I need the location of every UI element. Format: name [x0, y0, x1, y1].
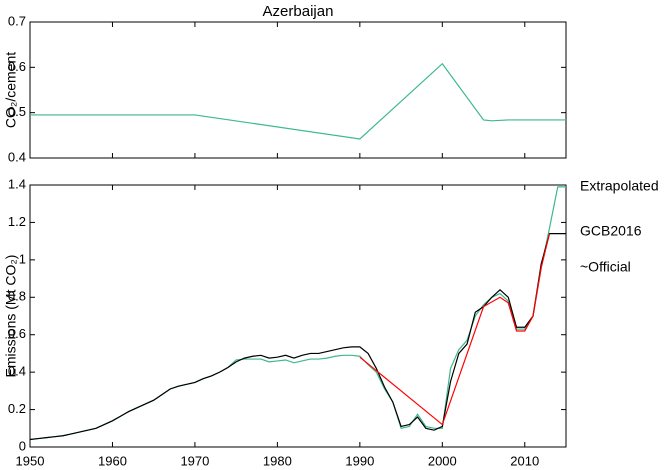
x-tick-label: 1970 — [180, 453, 209, 468]
series-line — [30, 62, 566, 140]
series-line — [29, 233, 566, 441]
y-tick-label: 0.4 — [8, 149, 26, 164]
x-tick-label: 1980 — [263, 453, 292, 468]
plot-frame — [29, 184, 567, 448]
series-line — [359, 233, 551, 426]
y-axis-label: Emissions (Mt CO₂) — [3, 255, 19, 378]
x-tick-label: 2010 — [510, 453, 539, 468]
y-tick-label: 0.7 — [8, 13, 26, 28]
legend-label: ~Official — [580, 259, 631, 275]
x-tick-label: 1950 — [16, 453, 45, 468]
y-tick-label: 0.2 — [8, 401, 26, 416]
x-tick-label: 2000 — [428, 453, 457, 468]
y-tick-label: 0.4 — [8, 364, 26, 379]
y-tick-label: 0.5 — [8, 104, 26, 119]
plot-frame — [29, 21, 567, 159]
y-axis-label: CO₂/cement — [3, 52, 19, 128]
x-tick-label: 1960 — [98, 453, 127, 468]
y-tick-label: 0 — [19, 438, 26, 453]
legend-label: GCB2016 — [580, 223, 642, 239]
series-line — [29, 186, 566, 441]
y-tick-label: 0.6 — [8, 326, 26, 341]
x-tick-label: 1990 — [345, 453, 374, 468]
y-tick-label: 1 — [19, 251, 26, 266]
y-tick-label: 1.4 — [8, 176, 26, 191]
y-tick-label: 0.8 — [8, 289, 26, 304]
y-tick-label: 1.2 — [8, 214, 26, 229]
legend-label: Extrapolated — [580, 178, 659, 194]
y-tick-label: 0.6 — [8, 59, 26, 74]
chart-title: Azerbaijan — [263, 3, 334, 20]
